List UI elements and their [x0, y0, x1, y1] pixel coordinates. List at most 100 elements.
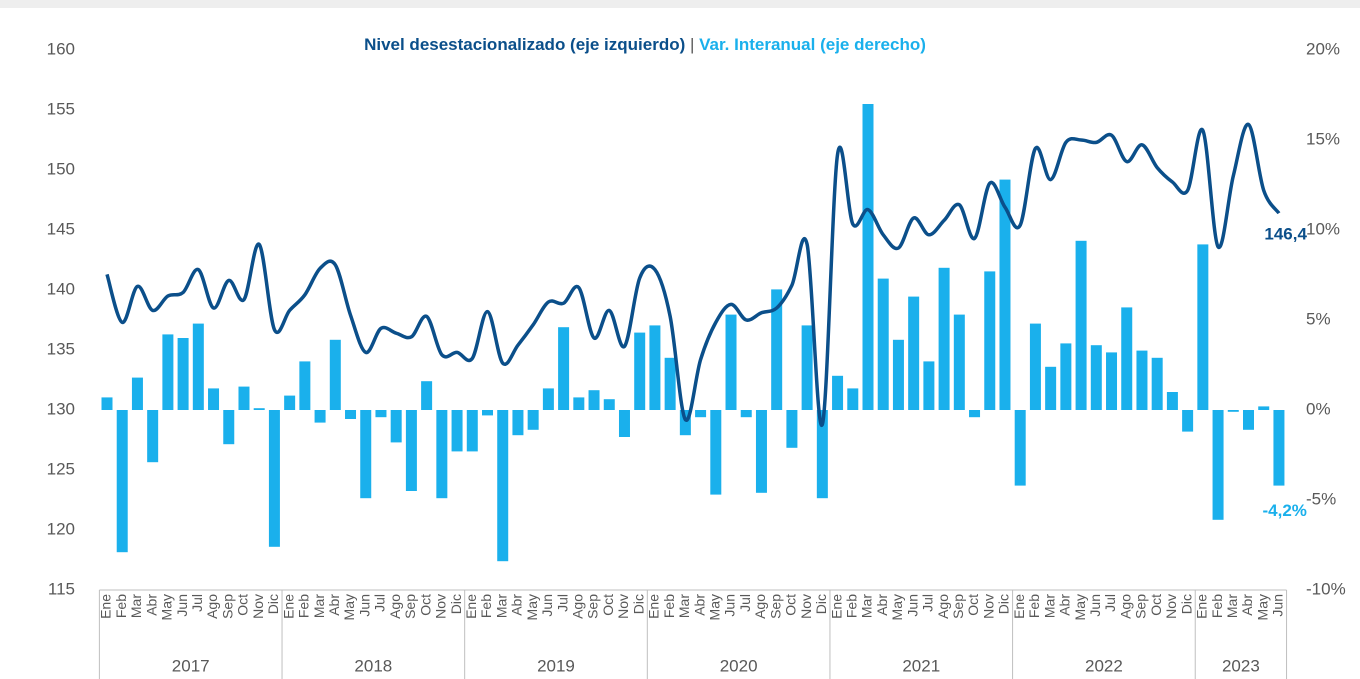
bar: [375, 410, 387, 418]
x-tick-label: Oct: [600, 594, 616, 616]
x-tick-label: Abr: [509, 594, 525, 616]
bar: [588, 390, 600, 410]
x-tick-label: Jun: [1087, 594, 1103, 617]
bar: [1121, 307, 1133, 410]
x-tick-label: Jul: [920, 594, 936, 612]
x-tick-label: Ene: [646, 594, 662, 619]
x-tick-label: Feb: [296, 594, 312, 618]
x-tick-label: Dic: [630, 594, 646, 614]
bar: [664, 357, 676, 410]
y-tick-label: 125: [47, 459, 75, 478]
x-tick-label: Feb: [113, 594, 129, 618]
group-label: 2021: [902, 656, 940, 675]
x-tick-label: Oct: [235, 594, 251, 616]
bar: [725, 314, 737, 410]
bar: [223, 410, 235, 445]
x-tick-label: May: [524, 594, 540, 620]
y-tick-label: 155: [47, 99, 75, 118]
x-tick-label: Feb: [1209, 594, 1225, 618]
bar: [740, 410, 752, 418]
bar: [603, 399, 615, 410]
x-tick-label: Sep: [402, 594, 418, 619]
bar: [695, 410, 707, 418]
bar: [208, 388, 220, 410]
bar: [542, 388, 554, 410]
bar: [892, 339, 904, 410]
bar: [710, 410, 722, 495]
bar: [847, 388, 859, 410]
x-tick-label: Sep: [585, 594, 601, 619]
x-tick-label: Abr: [874, 594, 890, 616]
x-tick-label: May: [1254, 594, 1270, 620]
bar: [162, 334, 174, 410]
bar: [314, 410, 326, 423]
bar: [527, 410, 539, 430]
bar: [999, 179, 1011, 410]
x-tick-label: Dic: [996, 594, 1012, 614]
bar: [1090, 345, 1102, 410]
x-tick-label: Nov: [615, 594, 631, 619]
x-tick-label: Abr: [326, 594, 342, 616]
bar: [482, 410, 493, 416]
x-tick-label: Dic: [448, 594, 464, 614]
x-tick-label: Nov: [980, 594, 996, 619]
x-tick-label: Dic: [813, 594, 829, 614]
bar: [421, 381, 433, 410]
bar: [131, 377, 143, 410]
x-tick-label: Mar: [1041, 594, 1057, 618]
bar: [1075, 240, 1087, 410]
x-tick-label: Jun: [356, 594, 372, 617]
y2-tick-label: 0%: [1306, 399, 1331, 418]
x-tick-label: Ago: [387, 594, 403, 619]
x-tick-label: Abr: [1239, 594, 1255, 616]
x-tick-label: Sep: [219, 594, 235, 619]
x-tick-label: Abr: [691, 594, 707, 616]
bar: [299, 361, 311, 410]
x-tick-label: Sep: [950, 594, 966, 619]
bar: [771, 289, 783, 410]
x-tick-label: Abr: [143, 594, 159, 616]
x-tick-label: Feb: [478, 594, 494, 618]
x-tick-label: Jul: [554, 594, 570, 612]
group-label: 2020: [720, 656, 758, 675]
bar: [177, 338, 189, 410]
bar: [253, 408, 265, 410]
bar: [832, 375, 844, 410]
x-tick-label: Dic: [1178, 594, 1194, 614]
x-tick-label: Feb: [661, 594, 677, 618]
group-label: 2018: [354, 656, 392, 675]
bar: [1029, 323, 1041, 410]
bar: [1243, 410, 1254, 430]
bar: [755, 410, 767, 493]
x-tick-label: Nov: [250, 594, 266, 619]
x-tick-label: Jun: [904, 594, 920, 617]
data-label: -4,2%: [1263, 501, 1307, 520]
bar: [816, 410, 828, 499]
x-tick-label: Ene: [828, 594, 844, 619]
x-tick-label: Oct: [417, 594, 433, 616]
x-tick-label: Mar: [128, 594, 144, 618]
bar: [1258, 406, 1270, 410]
bar: [512, 410, 524, 436]
bar: [436, 410, 448, 499]
bar: [969, 410, 981, 418]
y-tick-label: 145: [47, 219, 75, 238]
x-tick-label: Abr: [1057, 594, 1073, 616]
bar: [1014, 410, 1026, 486]
bar: [679, 410, 691, 436]
bar: [1106, 352, 1118, 410]
bar: [908, 296, 920, 410]
x-tick-label: Ago: [570, 594, 586, 619]
x-tick-label: Nov: [433, 594, 449, 619]
x-tick-label: Jun: [174, 594, 190, 617]
x-tick-label: Mar: [859, 594, 875, 618]
bar: [101, 397, 113, 410]
x-tick-label: Mar: [311, 594, 327, 618]
bar: [329, 339, 341, 410]
x-tick-label: Feb: [1026, 594, 1042, 618]
title-separator: |: [685, 35, 694, 54]
bar: [938, 267, 950, 410]
bar: [923, 361, 935, 410]
y2-tick-label: 15%: [1306, 129, 1340, 148]
x-tick-label: Oct: [965, 594, 981, 616]
